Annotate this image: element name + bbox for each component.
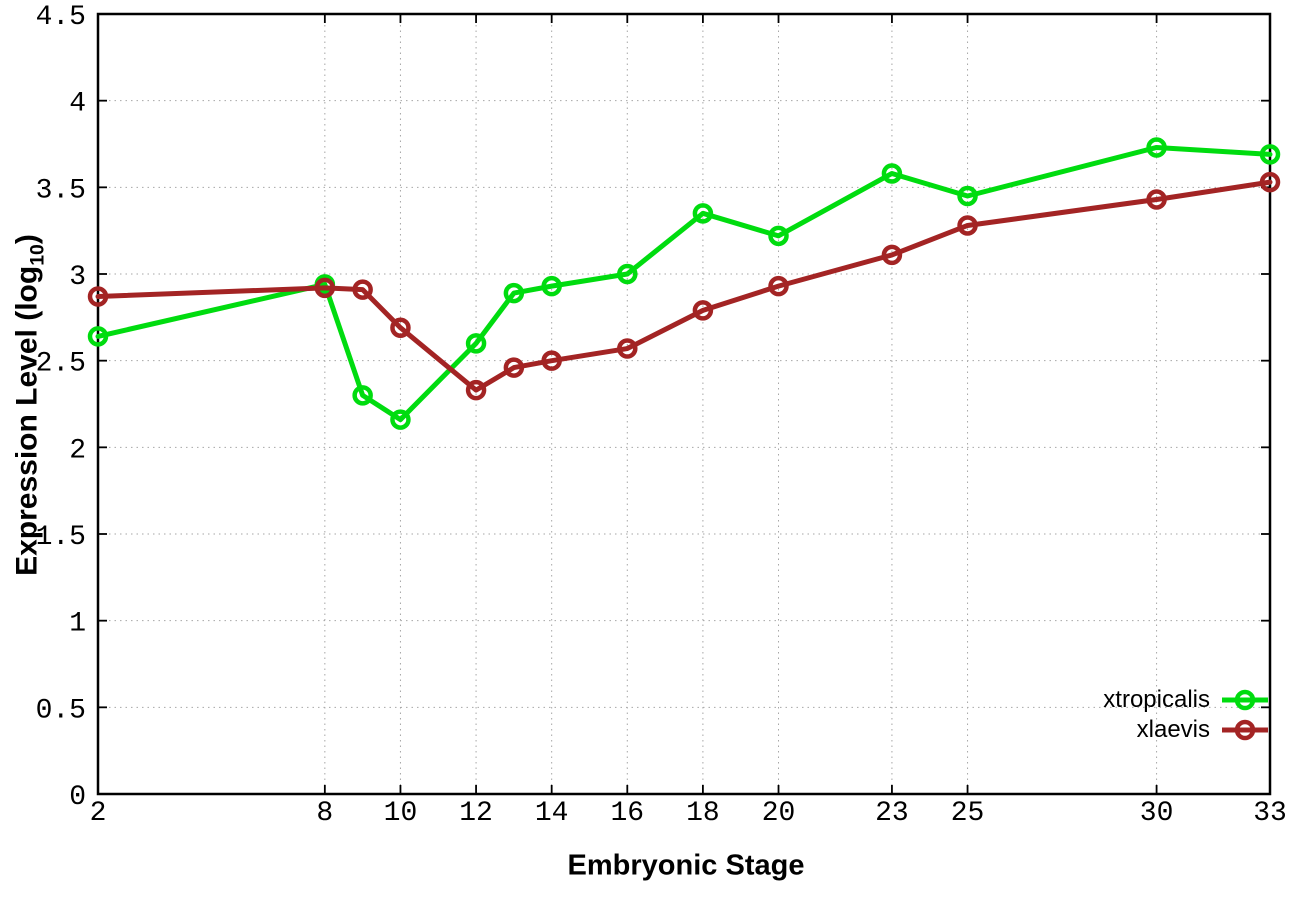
- data-point-xtropicalis: [87, 326, 109, 347]
- y-axis-title-suffix: ): [10, 234, 44, 245]
- legend-label-xlaevis: xlaevis: [1136, 716, 1210, 743]
- x-tick-label: 8: [316, 798, 333, 829]
- legend-item-xlaevis: xlaevis: [1103, 715, 1268, 745]
- x-tick-label: 23: [875, 798, 909, 829]
- y-tick-label: 3.5: [36, 175, 86, 206]
- data-point-xlaevis: [503, 357, 525, 378]
- data-point-xlaevis: [541, 350, 562, 371]
- data-point-xtropicalis: [768, 225, 789, 247]
- x-tick-label: 14: [535, 798, 569, 829]
- x-tick-label: 25: [951, 798, 985, 829]
- y-tick-label: 1: [69, 609, 86, 640]
- x-axis-title: Embryonic Stage: [567, 849, 805, 882]
- y-tick-label: 0.5: [36, 695, 86, 726]
- x-tick-label: 30: [1140, 798, 1174, 829]
- data-point-xtropicalis: [1146, 137, 1167, 158]
- legend-sample-marker: [1234, 719, 1256, 741]
- data-point-xlaevis: [465, 379, 487, 401]
- x-tick-label: 20: [762, 798, 796, 829]
- data-point-xtropicalis: [541, 275, 562, 297]
- x-tick-label: 18: [686, 798, 720, 829]
- data-point-xlaevis: [314, 277, 336, 299]
- data-point-xlaevis: [1146, 189, 1167, 210]
- y-tick-label: 4.5: [36, 2, 86, 33]
- data-point-xlaevis: [617, 338, 638, 359]
- data-point-xtropicalis: [692, 203, 714, 224]
- data-point-xtropicalis: [503, 282, 525, 304]
- x-tick-label: 16: [610, 798, 644, 829]
- plot-border: [96, 12, 1272, 796]
- legend-sample-marker: [1234, 689, 1256, 711]
- legend-line-circle-icon: [1222, 689, 1268, 711]
- x-tick-label: 12: [459, 798, 493, 829]
- legend-line-circle-icon: [1222, 719, 1268, 741]
- legend: xtropicalis xlaevis: [1103, 685, 1268, 745]
- legend-item-xtropicalis: xtropicalis: [1103, 685, 1268, 715]
- data-point-xlaevis: [768, 275, 789, 297]
- data-point-xtropicalis: [957, 185, 978, 207]
- data-point-xtropicalis: [352, 385, 373, 406]
- data-point-xlaevis: [881, 244, 903, 266]
- data-point-xtropicalis: [465, 333, 487, 354]
- x-tick-label: 33: [1253, 798, 1287, 829]
- data-point-xtropicalis: [1259, 144, 1281, 165]
- y-tick-label: 2: [69, 435, 86, 466]
- y-tick-label: 4: [69, 89, 86, 120]
- x-tick-label: 10: [384, 798, 418, 829]
- data-point-xlaevis: [957, 215, 978, 236]
- data-point-xlaevis: [352, 279, 373, 300]
- x-tick-label: 2: [90, 798, 107, 829]
- y-tick-label: 0: [69, 782, 86, 813]
- data-point-xtropicalis: [617, 263, 638, 285]
- y-tick-label: 2.5: [36, 349, 86, 380]
- data-point-xlaevis: [1259, 171, 1281, 193]
- data-point-xlaevis: [692, 300, 714, 321]
- y-axis-title-subscript: 10: [26, 244, 49, 266]
- y-tick-label: 3: [69, 262, 86, 293]
- data-point-xlaevis: [87, 286, 109, 307]
- data-point-xtropicalis: [881, 163, 903, 184]
- series-line-xlaevis: [95, 179, 1273, 393]
- data-point-xtropicalis: [390, 409, 411, 430]
- data-point-xlaevis: [390, 317, 411, 338]
- series-line-xtropicalis: [95, 144, 1273, 423]
- y-axis-title: Expression Level (log10): [11, 234, 50, 576]
- y-axis-title-text: Expression Level (log: [10, 265, 44, 576]
- legend-label-xtropicalis: xtropicalis: [1103, 686, 1210, 713]
- y-tick-label: 1.5: [36, 522, 86, 553]
